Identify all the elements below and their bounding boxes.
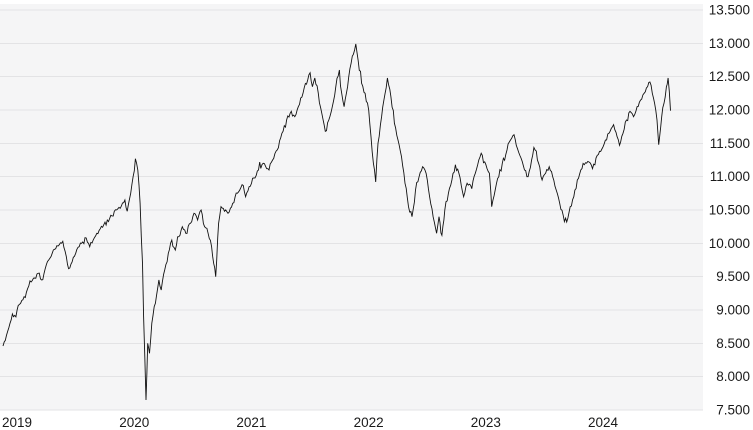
y-axis-label: 12.000 (709, 103, 750, 118)
x-axis-label: 2021 (236, 415, 266, 430)
y-axis-label: 10.500 (709, 203, 750, 218)
x-axis-label: 2019 (2, 415, 32, 430)
y-axis-label: 7.500 (716, 403, 750, 418)
x-axis-label: 2024 (588, 415, 619, 430)
x-axis-label: 2023 (471, 415, 501, 430)
y-axis-label: 13.000 (709, 36, 750, 51)
price-line (2, 43, 671, 401)
x-axis-label: 2020 (119, 415, 149, 430)
y-axis-label: 8.000 (716, 369, 750, 384)
y-axis-label: 11.000 (710, 169, 750, 184)
y-axis-label: 9.000 (716, 303, 750, 318)
plot-background (0, 4, 703, 410)
y-axis-label: 8.500 (716, 336, 750, 351)
y-axis-label: 13.500 (709, 3, 750, 18)
x-axis-label: 2022 (354, 415, 384, 430)
y-axis-label: 10.000 (709, 236, 750, 251)
y-axis-label: 9.500 (716, 269, 750, 284)
y-axis-label: 11.500 (710, 136, 750, 151)
y-axis-label: 12.500 (709, 69, 750, 84)
